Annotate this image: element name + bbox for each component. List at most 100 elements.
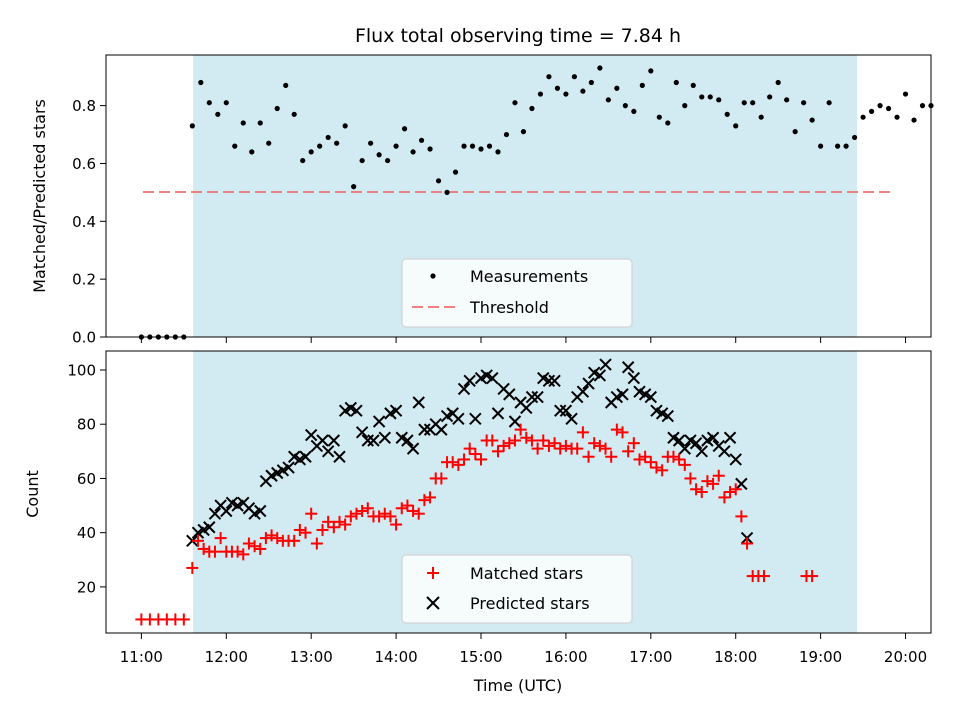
predicted-star-point: [378, 431, 391, 444]
predicted-star-point: [367, 434, 380, 447]
matched-star-point: [622, 445, 635, 458]
top-y-tick-label: 0.2: [72, 271, 96, 289]
matched-star-point: [390, 518, 403, 531]
measurement-point: [198, 79, 204, 86]
bottom-x-tick-label: 13:00: [290, 648, 333, 666]
matched-star-point: [452, 458, 465, 471]
predicted-star-point: [299, 450, 312, 463]
bottom-axes-frame: [105, 350, 932, 634]
matched-star-point: [424, 491, 437, 504]
measurement-point: [342, 123, 348, 129]
top-y-label: Matched/Predicted stars: [30, 99, 49, 293]
matched-star-point: [259, 532, 272, 545]
measurement-point: [741, 100, 747, 106]
matched-star-point: [514, 423, 527, 436]
bottom-y-tick-label: 40: [77, 524, 96, 542]
matched-star-point: [254, 542, 267, 555]
matched-star-point: [690, 483, 703, 496]
matched-star-point: [242, 537, 255, 550]
predicted-star-point: [582, 377, 595, 390]
matched-star-point: [322, 515, 335, 528]
legend-measurements-marker: [430, 273, 436, 279]
top-y-tick-label: 0.4: [72, 213, 96, 231]
predicted-star-point: [548, 374, 561, 388]
matched-star-point: [525, 434, 538, 447]
predicted-star-point: [372, 415, 386, 428]
matched-star-point: [735, 510, 748, 523]
matched-star-point: [475, 453, 487, 466]
predicted-star-point: [554, 404, 567, 417]
measurement-point: [427, 146, 433, 152]
bottom-y-tick-label: 80: [77, 416, 96, 434]
legend-predicted-label: Predicted stars: [470, 594, 590, 613]
measurement-point: [503, 131, 510, 138]
measurement-point: [605, 97, 611, 103]
measurement-point: [351, 184, 357, 190]
predicted-star-point: [593, 369, 607, 382]
measurement-point: [206, 100, 212, 106]
bottom-x-tick-label: 12:00: [205, 648, 248, 666]
measurement-point: [707, 94, 713, 100]
measurement-point: [385, 157, 391, 164]
measurement-point: [614, 85, 620, 91]
measurement-point: [495, 149, 501, 155]
matched-star-point: [520, 431, 533, 444]
matched-star-point: [384, 510, 397, 523]
measurement-point: [512, 100, 518, 106]
matched-star-point: [333, 515, 346, 528]
measurement-point: [860, 114, 866, 120]
matched-star-point: [316, 523, 329, 536]
matched-star-point: [707, 477, 720, 490]
predicted-star-point: [559, 404, 573, 417]
matched-star-point: [633, 453, 646, 466]
measurement-point: [546, 74, 552, 80]
measurement-point: [809, 117, 815, 123]
predicted-star-point: [389, 404, 403, 417]
matched-star-point: [197, 542, 210, 555]
matched-star-point: [684, 472, 697, 485]
matched-star-point: [356, 504, 369, 517]
matched-star-point: [593, 439, 606, 452]
bottom-legend: Matched stars Predicted stars: [401, 554, 633, 624]
measurement-point: [919, 103, 926, 109]
predicted-star-point: [616, 388, 629, 401]
matched-star-point: [401, 499, 414, 512]
bottom-x-tick-label: 14:00: [374, 648, 417, 666]
measurement-point: [469, 143, 476, 149]
top-y-tick-label: 0.6: [72, 155, 96, 173]
predicted-star-point: [469, 412, 482, 425]
measurement-point: [359, 157, 365, 164]
bottom-panel: 20 40 60 80 100 11:00 12:00 13:00 14:00 15:00 16:…: [23, 350, 932, 695]
measurement-point: [435, 178, 442, 184]
measurement-point: [792, 129, 798, 135]
bottom-y-label: Count: [23, 470, 42, 518]
bottom-y-tick-label: 100: [67, 361, 96, 379]
measurement-point: [835, 143, 841, 149]
measurement-point: [401, 126, 408, 132]
matched-star-point: [741, 537, 754, 550]
matched-star-point: [650, 461, 663, 474]
measurement-point: [520, 129, 527, 135]
matched-star-point: [758, 570, 771, 583]
bottom-y-tick-label: 60: [77, 470, 96, 488]
measurement-point: [537, 91, 544, 97]
predicted-star-point: [463, 374, 476, 388]
legend-matched-marker: [427, 567, 439, 579]
predicted-star-point: [678, 442, 691, 455]
matched-star-point: [497, 439, 510, 452]
predicted-star-point: [565, 412, 578, 425]
predicted-star-point: [706, 431, 720, 444]
matched-star-point: [627, 437, 640, 450]
measurement-point: [885, 105, 892, 112]
matched-star-point: [729, 483, 742, 496]
measurement-point: [868, 108, 875, 114]
measurement-point: [291, 111, 297, 117]
predicted-star-point: [316, 434, 329, 447]
measurement-point: [257, 120, 263, 126]
measurement-point: [784, 97, 790, 103]
measurement-point: [308, 149, 314, 155]
measurement-point: [215, 111, 221, 117]
measurement-point: [223, 100, 229, 106]
matched-star-point: [350, 507, 363, 520]
